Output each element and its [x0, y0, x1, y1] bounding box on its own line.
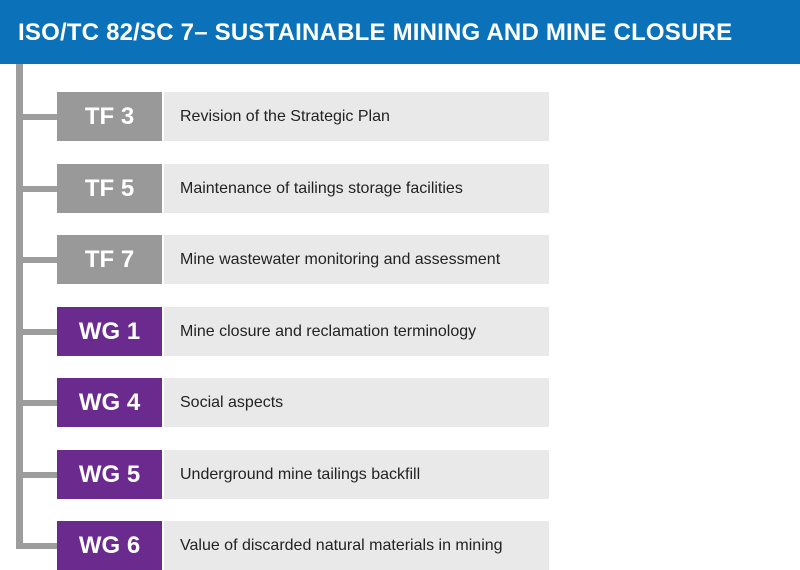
group-description: Maintenance of tailings storage faciliti… — [164, 164, 549, 213]
org-tree-branch — [16, 543, 58, 549]
org-tree-branch — [16, 114, 58, 120]
working-group-code-badge: WG 1 — [57, 307, 162, 356]
group-description: Revision of the Strategic Plan — [164, 92, 549, 141]
org-tree-branch — [16, 329, 58, 335]
committee-title: ISO/TC 82/SC 7– SUSTAINABLE MINING AND M… — [18, 19, 733, 46]
working-group-code-badge: WG 4 — [57, 378, 162, 427]
committee-header: ISO/TC 82/SC 7– SUSTAINABLE MINING AND M… — [0, 0, 800, 64]
group-description: Value of discarded natural materials in … — [164, 521, 549, 570]
group-description: Mine wastewater monitoring and assessmen… — [164, 235, 549, 284]
org-tree-trunk — [16, 64, 23, 549]
task-force-code-badge: TF 3 — [57, 92, 162, 141]
org-tree-branch — [16, 472, 58, 478]
working-group-code-badge: WG 6 — [57, 521, 162, 570]
org-tree-branch — [16, 186, 58, 192]
group-description: Social aspects — [164, 378, 549, 427]
working-group-code-badge: WG 5 — [57, 450, 162, 499]
org-tree-branch — [16, 400, 58, 406]
task-force-code-badge: TF 5 — [57, 164, 162, 213]
group-description: Mine closure and reclamation terminology — [164, 307, 549, 356]
org-tree-branch — [16, 257, 58, 263]
group-description: Underground mine tailings backfill — [164, 450, 549, 499]
task-force-code-badge: TF 7 — [57, 235, 162, 284]
